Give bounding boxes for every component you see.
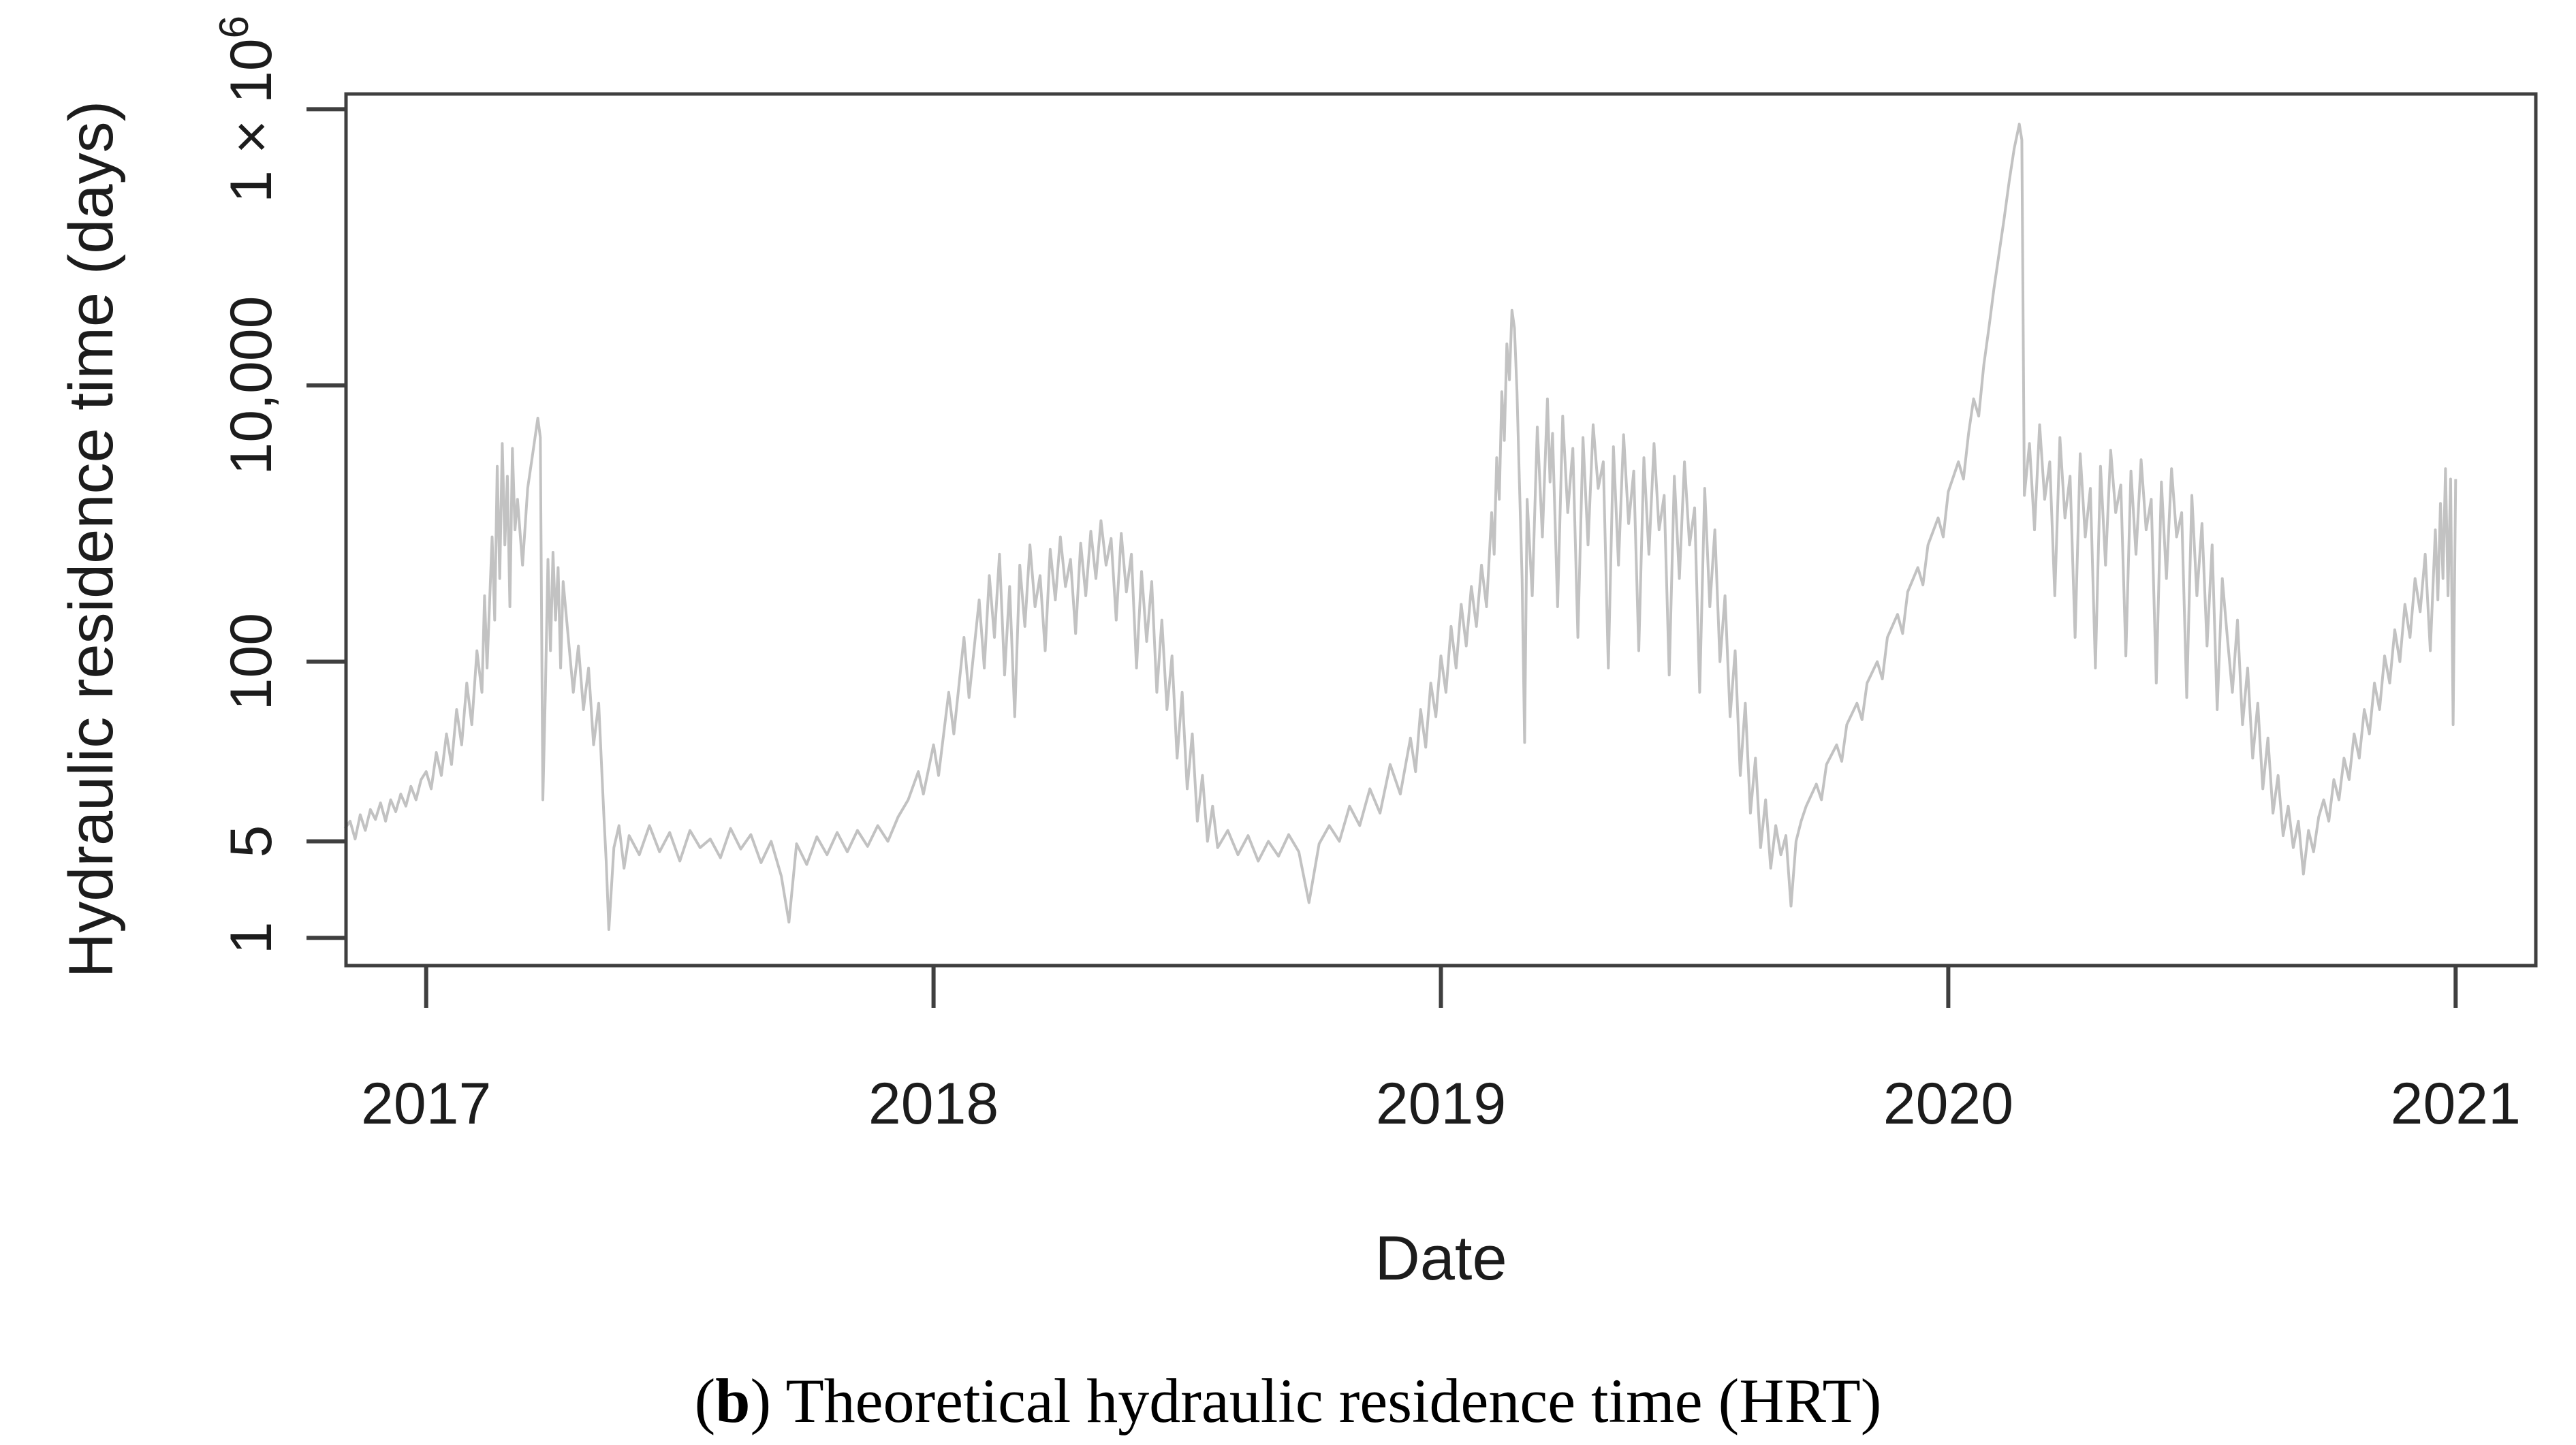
y-tick-label: 10,000 [219,296,284,475]
hrt-time-series-chart: 1 5 100 10,000 1 × 106 2017 2018 2019 2020 2021 [211,16,2538,1137]
y-tick-label: 5 [219,825,284,858]
plot-border [344,92,2538,968]
y-tick-label: 100 [219,613,284,711]
caption-paren-close: ) [750,1366,772,1435]
y-tick-label: 1 [219,921,284,954]
x-tick-label: 2018 [868,1071,999,1137]
x-tick-label: 2021 [2391,1071,2521,1137]
x-axis-title: Date [1375,1224,1507,1293]
x-tick-label: 2017 [361,1071,491,1137]
y-tick-label: 1 × 106 [211,16,284,203]
x-tick-label: 2020 [1883,1071,2013,1137]
hrt-series-line [343,123,2457,931]
caption-panel-letter: b [715,1366,751,1435]
y-axis-title: Hydraulic residence time (days) [57,100,126,979]
x-tick-label: 2019 [1376,1071,1506,1137]
figure-caption: (b) Theoretical hydraulic residence time… [0,1365,2576,1437]
caption-text: Theoretical hydraulic residence time (HR… [771,1366,1882,1435]
caption-paren-open: ( [694,1366,716,1435]
